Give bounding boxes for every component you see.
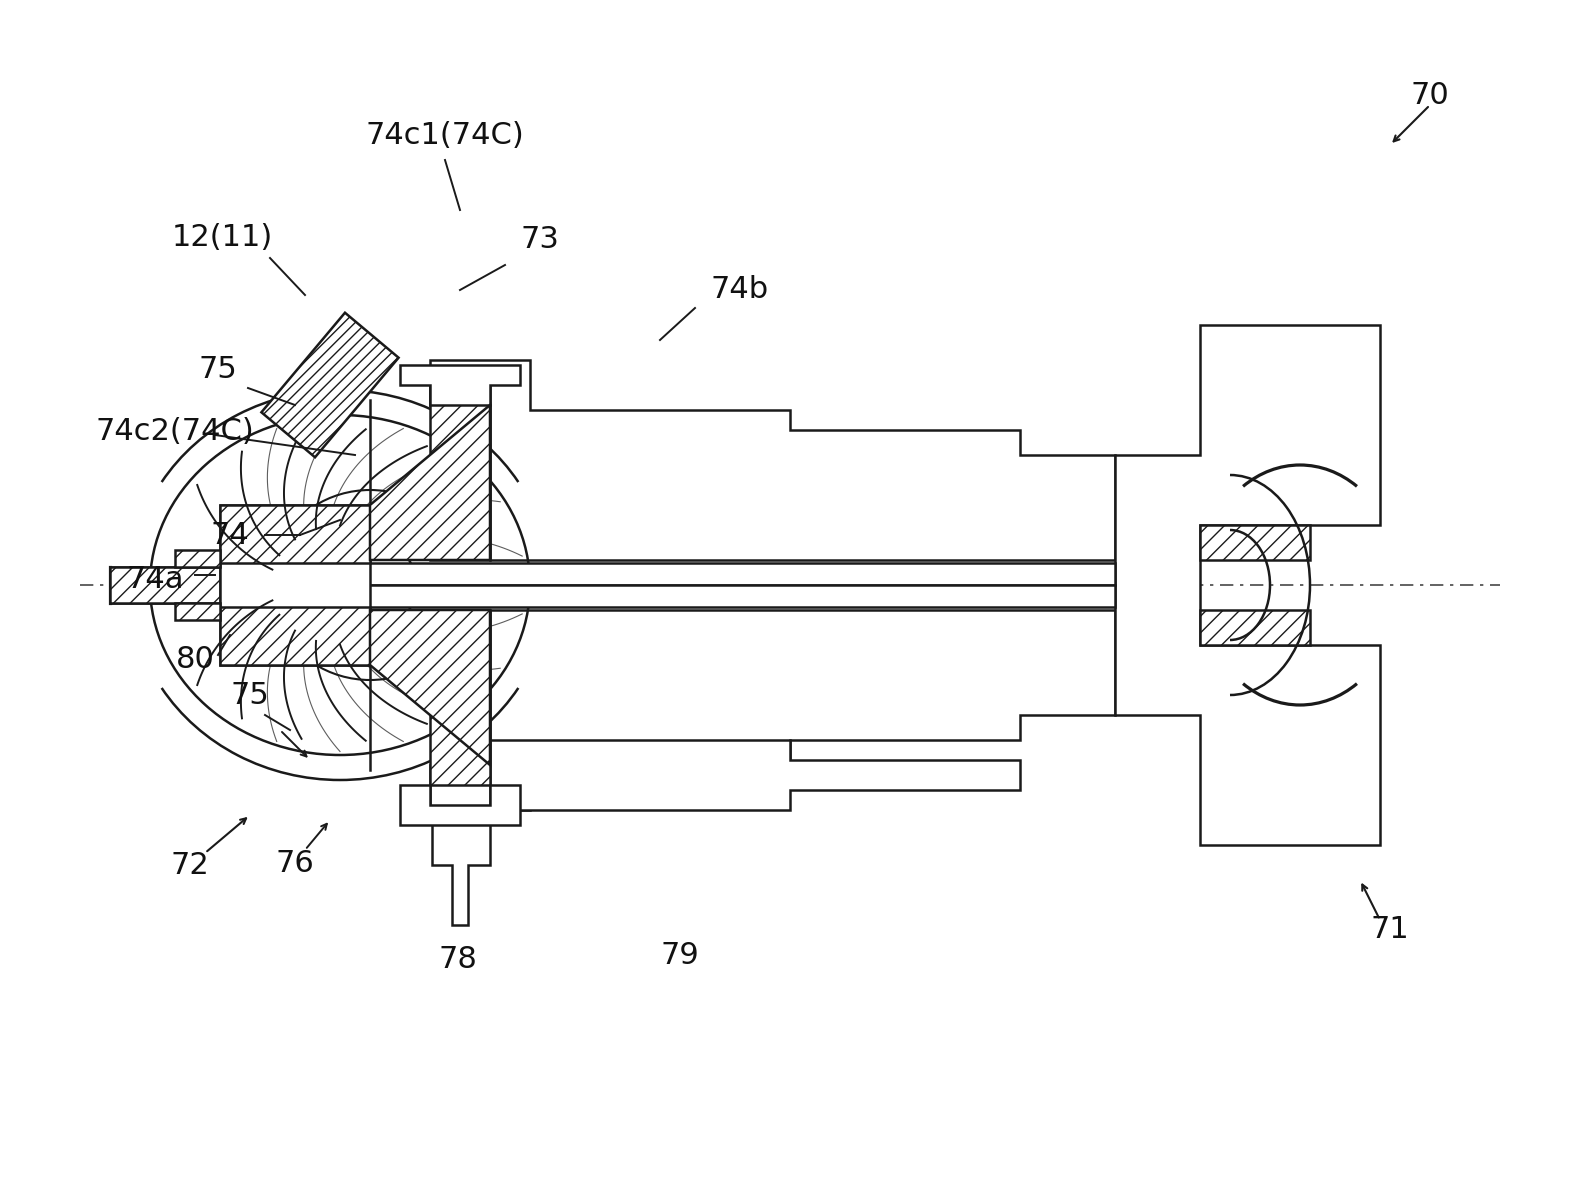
Polygon shape	[400, 365, 520, 405]
Text: 75: 75	[199, 355, 237, 385]
Text: 72: 72	[171, 851, 209, 879]
Text: 74b: 74b	[711, 275, 769, 304]
Polygon shape	[262, 313, 399, 458]
Text: 80: 80	[176, 645, 215, 675]
Polygon shape	[430, 385, 490, 560]
Text: 73: 73	[521, 225, 559, 255]
Polygon shape	[371, 405, 490, 560]
Polygon shape	[220, 505, 371, 563]
Polygon shape	[1199, 610, 1309, 645]
Polygon shape	[430, 360, 1115, 560]
Text: 78: 78	[438, 945, 477, 975]
Polygon shape	[430, 610, 1115, 809]
Text: 70: 70	[1410, 80, 1449, 110]
Polygon shape	[220, 563, 1115, 585]
Polygon shape	[430, 610, 490, 785]
Polygon shape	[220, 585, 1115, 607]
Polygon shape	[1199, 525, 1309, 560]
Polygon shape	[174, 603, 220, 620]
Text: 74: 74	[210, 520, 250, 550]
Text: 74c2(74C): 74c2(74C)	[96, 418, 254, 446]
Polygon shape	[432, 809, 490, 925]
Polygon shape	[174, 550, 220, 568]
Polygon shape	[490, 740, 1020, 809]
Text: 71: 71	[1371, 916, 1410, 944]
Text: 76: 76	[276, 848, 314, 878]
Polygon shape	[110, 568, 220, 603]
Text: 12(11): 12(11)	[171, 223, 273, 251]
Text: 74a: 74a	[126, 565, 184, 595]
Polygon shape	[400, 785, 520, 825]
Text: 74c1(74C): 74c1(74C)	[366, 120, 524, 150]
Text: 79: 79	[661, 940, 699, 970]
Polygon shape	[371, 610, 490, 765]
Polygon shape	[1115, 324, 1380, 845]
Polygon shape	[220, 505, 371, 666]
Text: 75: 75	[231, 681, 270, 709]
Polygon shape	[220, 607, 371, 666]
